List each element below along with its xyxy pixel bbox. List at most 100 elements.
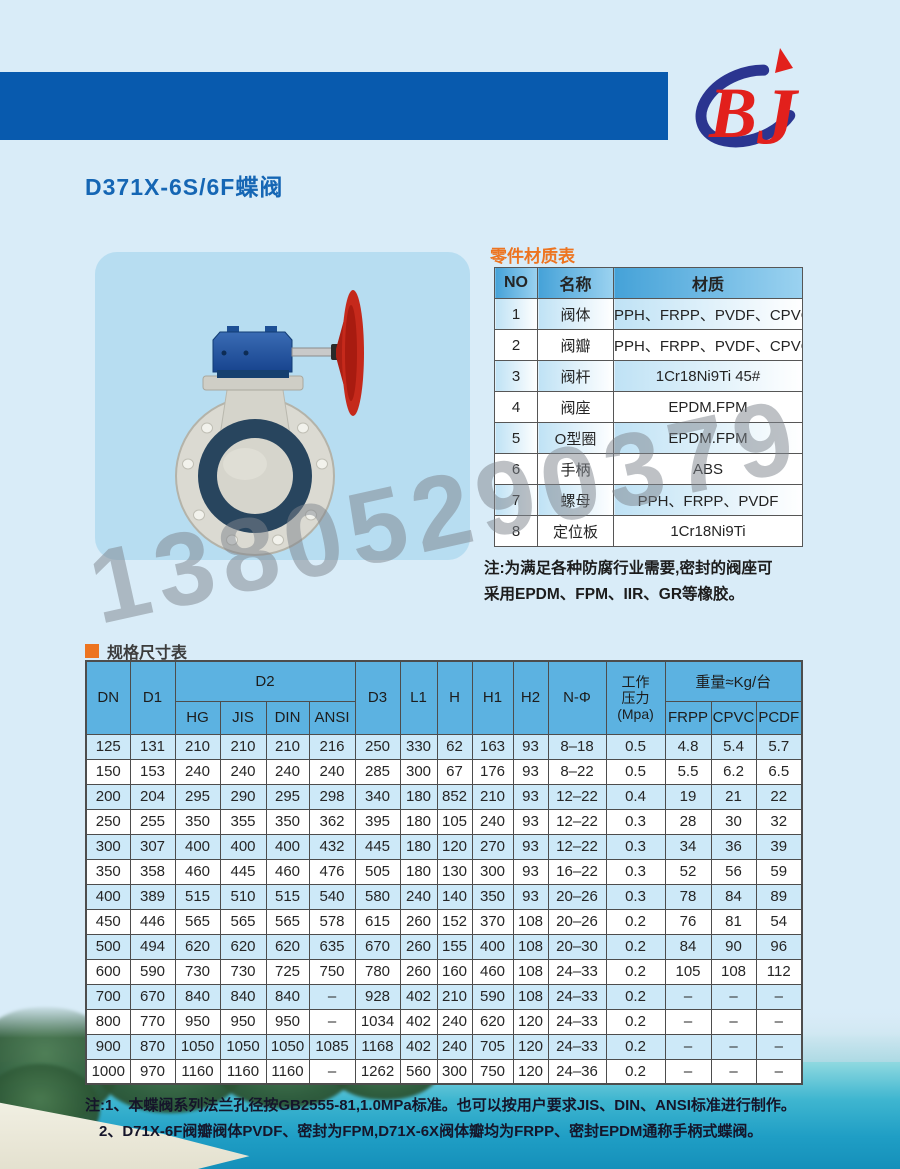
table-cell: 600 — [85, 958, 131, 985]
table-cell: 62 — [436, 733, 473, 760]
table-cell: 108 — [512, 908, 549, 935]
page-title: D371X-6S/6F蝶阀 — [85, 174, 284, 200]
spec-footnote-1: 注:1、本蝶阀系列法兰孔径按GB2555-81,1.0MPa标准。也可以按用户要… — [85, 1097, 796, 1114]
table-cell: – — [664, 1008, 712, 1035]
table-cell: 402 — [399, 983, 438, 1010]
table-cell: – — [664, 1033, 712, 1060]
table-cell: 1168 — [354, 1033, 401, 1060]
table-cell: 540 — [308, 883, 356, 910]
table-cell: 590 — [129, 958, 176, 985]
table-cell: 298 — [308, 783, 356, 810]
table-cell: 515 — [174, 883, 221, 910]
table-cell: 108 — [710, 958, 757, 985]
table-cell: O型圈 — [537, 422, 614, 454]
table-cell: 6.5 — [755, 758, 803, 785]
table-cell: – — [755, 1058, 803, 1085]
table-cell: 5.4 — [710, 733, 757, 760]
spec-table: DN D1 D2 D3 L1 H H1 H2 N-Φ 工作压力 (Mpa) 重量… — [85, 660, 803, 1085]
table-row: 3 阀杆 1Cr18Ni9Ti 45# — [494, 360, 803, 392]
table-cell: 240 — [219, 758, 267, 785]
table-cell: 565 — [265, 908, 310, 935]
table-cell: – — [308, 1058, 356, 1085]
table-cell: 800 — [85, 1008, 131, 1035]
table-cell: 620 — [265, 933, 310, 960]
materials-col-no: NO — [494, 267, 538, 299]
table-cell: 210 — [436, 983, 473, 1010]
table-cell: 120 — [512, 1033, 549, 1060]
table-cell: 730 — [219, 958, 267, 985]
table-cell: 350 — [265, 808, 310, 835]
table-cell: 389 — [129, 883, 176, 910]
table-cell: 125 — [85, 733, 131, 760]
table-cell: – — [308, 983, 356, 1010]
table-cell: 358 — [129, 858, 176, 885]
table-cell: 0.4 — [605, 783, 666, 810]
table-cell: 370 — [471, 908, 514, 935]
table-cell: PPH、FRPP、PVDF — [613, 484, 803, 516]
table-cell: 565 — [174, 908, 221, 935]
table-cell: 6.2 — [710, 758, 757, 785]
table-cell: 手柄 — [537, 453, 614, 485]
table-cell: 620 — [471, 1008, 514, 1035]
table-cell: 350 — [85, 858, 131, 885]
table-cell: 120 — [512, 1008, 549, 1035]
spec-col-h1: H1 — [471, 660, 514, 735]
table-row: 200 204 295 290 295 298 340 180 852 210 93 12–22 0.4… — [85, 783, 803, 810]
table-cell: 494 — [129, 933, 176, 960]
spec-col-weight: 重量≈Kg/台 — [664, 660, 803, 702]
table-cell: 93 — [512, 883, 549, 910]
table-row: 8 定位板 1Cr18Ni9Ti — [494, 515, 803, 547]
table-cell: 30 — [710, 808, 757, 835]
table-cell: 180 — [399, 858, 438, 885]
table-row: 125 131 210 210 210 216 250 330 62 163 93 8–18 0.5 4.… — [85, 733, 803, 760]
table-cell: 54 — [755, 908, 803, 935]
table-cell: 210 — [471, 783, 514, 810]
table-cell: 阀杆 — [537, 360, 614, 392]
table-cell: 24–33 — [547, 983, 607, 1010]
table-cell: 120 — [512, 1058, 549, 1085]
table-cell: 590 — [471, 983, 514, 1010]
table-cell: 260 — [399, 908, 438, 935]
table-cell: 330 — [399, 733, 438, 760]
table-cell: 8–22 — [547, 758, 607, 785]
table-cell: 105 — [664, 958, 712, 985]
table-cell: 22 — [755, 783, 803, 810]
table-cell: 12–22 — [547, 808, 607, 835]
table-cell: 93 — [512, 833, 549, 860]
table-cell: – — [710, 1033, 757, 1060]
table-cell: 93 — [512, 808, 549, 835]
table-cell: 12–22 — [547, 783, 607, 810]
table-cell: – — [755, 983, 803, 1010]
spec-col-cpvc: CPVC — [710, 700, 757, 735]
spec-col-d1: D1 — [129, 660, 176, 735]
materials-note-line1: 注:为满足各种防腐行业需要,密封的阀座可 — [484, 560, 773, 577]
table-cell: 19 — [664, 783, 712, 810]
pressure-label: 工作压力 — [621, 673, 650, 706]
table-cell: 460 — [471, 958, 514, 985]
table-cell: 340 — [354, 783, 401, 810]
table-cell: – — [710, 983, 757, 1010]
table-row: 600 590 730 730 725 750 780 260 160 460 108 24–33 0.… — [85, 958, 803, 985]
spec-table-body: 125 131 210 210 210 216 250 330 62 163 93 8–18 0.5 4.… — [85, 733, 803, 1085]
bj-logo-graphic: B J — [695, 48, 803, 161]
table-cell: 670 — [129, 983, 176, 1010]
table-cell: 140 — [436, 883, 473, 910]
table-cell: 34 — [664, 833, 712, 860]
table-cell: 24–33 — [547, 958, 607, 985]
spec-col-ansi: ANSI — [308, 700, 356, 735]
table-row: 150 153 240 240 240 240 285 300 67 176 93 8–22 0.5 5.… — [85, 758, 803, 785]
table-cell: 0.2 — [605, 933, 666, 960]
spec-header-row-1: DN D1 D2 D3 L1 H H1 H2 N-Φ 工作压力 (Mpa) 重量… — [85, 660, 803, 735]
table-cell: 78 — [664, 883, 712, 910]
table-cell: 0.3 — [605, 883, 666, 910]
table-row: 500 494 620 620 620 635 670 260 155 400 108 20–30 0.… — [85, 933, 803, 960]
table-cell: 730 — [174, 958, 221, 985]
table-cell: 750 — [308, 958, 356, 985]
table-cell: 362 — [308, 808, 356, 835]
table-cell: 2 — [494, 329, 538, 361]
table-cell: 400 — [471, 933, 514, 960]
table-row: 700 670 840 840 840–928 402 210 590 108 24–33 0.2–… — [85, 983, 803, 1010]
table-cell: 7 — [494, 484, 538, 516]
table-cell: 96 — [755, 933, 803, 960]
table-cell: 240 — [471, 808, 514, 835]
